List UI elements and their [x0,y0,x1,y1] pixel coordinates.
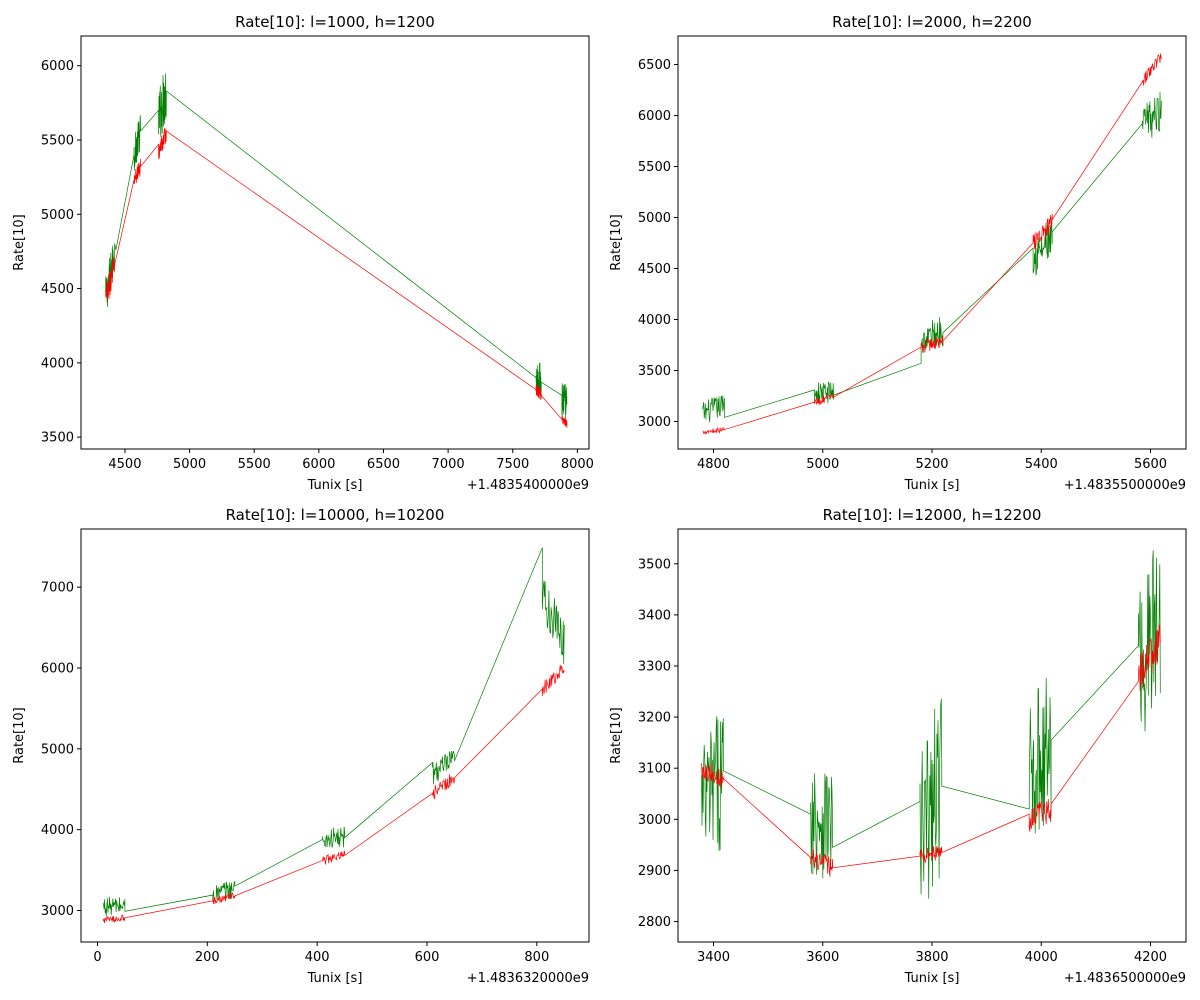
x-offset-text: +1.4836500000e9 [1064,971,1186,986]
series-line-2 [105,127,568,428]
y-tick-label: 5500 [638,160,671,175]
y-tick-label: 3000 [638,813,671,828]
series-line-1 [105,73,568,421]
series-line-2 [701,624,1161,877]
y-tick-label: 4000 [41,356,74,371]
x-tick-label: 5400 [1025,457,1058,472]
y-tick-label: 4500 [638,262,671,277]
y-tick-label: 3000 [41,904,74,919]
x-tick-label: 400 [305,950,330,965]
plot-frame [80,528,590,943]
y-axis-label: Rate[10] [12,214,27,271]
y-tick-label: 3200 [638,711,671,726]
chart-title: Rate[10]: l=12000, h=12200 [823,506,1042,524]
plot-frame [80,35,590,450]
y-tick-label: 3100 [638,762,671,777]
x-axis-label: Tunix [s] [307,478,363,493]
y-axis-label: Rate[10] [609,707,624,764]
y-tick-label: 4000 [41,823,74,838]
subplot-2: 4800 5000 5200 5400 5600 3000 3500 4000 4500 5000… [609,13,1187,493]
x-axis-label: Tunix [s] [904,478,960,493]
x-tick-label: 4500 [108,457,141,472]
plot-frame [677,528,1187,943]
y-tick-label: 5000 [41,742,74,757]
y-tick-label: 3000 [638,415,671,430]
series-line-1 [102,547,565,917]
chart-title: Rate[10]: l=2000, h=2200 [832,13,1032,31]
x-offset-text: +1.4836320000e9 [467,971,589,986]
y-tick-label: 2900 [638,864,671,879]
y-tick-label: 5000 [638,211,671,226]
y-axis-label: Rate[10] [12,707,27,764]
x-tick-label: 7000 [432,457,465,472]
y-tick-label: 3500 [638,557,671,572]
y-tick-label: 7000 [41,581,74,596]
y-tick-label: 4500 [41,282,74,297]
y-tick-label: 3500 [41,431,74,446]
x-tick-label: 5000 [806,457,839,472]
x-offset-text: +1.4835500000e9 [1064,478,1186,493]
x-tick-label: 5000 [173,457,206,472]
x-tick-label: 5200 [915,457,948,472]
y-tick-label: 3300 [638,659,671,674]
x-tick-label: 3400 [697,950,730,965]
y-tick-label: 4000 [638,313,671,328]
subplot-1: 4500 5000 5500 6000 6500 7000 7500 8000 3500 4000… [12,13,594,493]
y-axis-label: Rate[10] [609,214,624,271]
subplot-4: 3400 3600 3800 4000 4200 2800 2900 3000 3100 3200… [609,506,1187,986]
x-tick-label: 5600 [1134,457,1167,472]
x-tick-label: 3800 [915,950,948,965]
x-tick-label: 5500 [238,457,271,472]
x-tick-label: 4200 [1134,950,1167,965]
series-line-2 [702,53,1162,435]
x-offset-text: +1.4835400000e9 [467,478,589,493]
x-tick-label: 4000 [1025,950,1058,965]
y-tick-label: 6000 [638,109,671,124]
chart-title: Rate[10]: l=1000, h=1200 [235,13,435,31]
plot-frame [677,35,1187,450]
x-tick-label: 600 [415,950,440,965]
y-tick-label: 3500 [638,364,671,379]
y-tick-label: 5500 [41,133,74,148]
x-tick-label: 800 [524,950,549,965]
chart-title: Rate[10]: l=10000, h=10200 [226,506,445,524]
x-axis-label: Tunix [s] [307,971,363,986]
y-tick-label: 6000 [41,59,74,74]
series-line-2 [102,664,565,924]
series-line-1 [701,550,1161,899]
x-tick-label: 3600 [806,950,839,965]
x-tick-label: 6000 [302,457,335,472]
subplot-3: 0 200 400 600 800 3000 4000 5000 6000 7000 Rate[10… [12,506,590,986]
x-tick-label: 0 [93,950,101,965]
y-tick-label: 5000 [41,208,74,223]
y-tick-label: 6500 [638,58,671,73]
y-tick-label: 2800 [638,915,671,930]
y-tick-label: 6000 [41,662,74,677]
x-axis-label: Tunix [s] [904,971,960,986]
series-line-1 [702,92,1162,423]
x-tick-label: 6500 [367,457,400,472]
x-tick-label: 4800 [697,457,730,472]
x-tick-label: 7500 [496,457,529,472]
x-tick-label: 200 [195,950,220,965]
x-tick-label: 8000 [561,457,594,472]
y-tick-label: 3400 [638,608,671,623]
